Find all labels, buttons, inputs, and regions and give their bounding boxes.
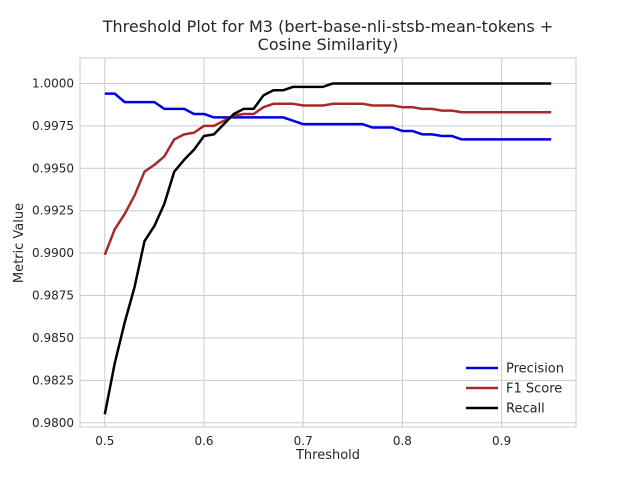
- y-tick-label: 0.9875: [32, 289, 74, 303]
- series-line-precision: [104, 92, 552, 141]
- y-tick-label: 1.0000: [32, 76, 74, 90]
- series-line-f1-score: [103, 102, 552, 256]
- series-lines: [103, 82, 552, 415]
- chart-title-line-2: Cosine Similarity): [258, 35, 399, 54]
- x-tick-label: 0.6: [194, 434, 213, 448]
- legend-label-f1-score: F1 Score: [506, 382, 562, 397]
- grid-lines: [80, 58, 576, 427]
- y-tick-label: 0.9925: [32, 204, 74, 218]
- plot-area: [79, 57, 577, 428]
- y-tick-label: 0.9850: [32, 331, 74, 345]
- legend-label-recall: Recall: [506, 402, 545, 417]
- x-axis-label: Threshold: [295, 448, 360, 463]
- y-tick-label: 0.9800: [32, 416, 74, 430]
- y-tick-labels: 0.9800 0.9825 0.9850 0.9875 0.9900 0.9925 0.99…: [32, 76, 74, 429]
- y-axis-label: Metric Value: [12, 203, 27, 283]
- y-tick-label: 0.9825: [32, 373, 74, 387]
- chart-title: Threshold Plot for M3 (bert-base-nli-sts…: [102, 17, 554, 36]
- legend-label-precision: Precision: [506, 362, 564, 377]
- y-tick-label: 0.9900: [32, 246, 74, 260]
- x-tick-label: 0.8: [393, 434, 412, 448]
- x-tick-label: 0.9: [492, 434, 511, 448]
- y-tick-label: 0.9950: [32, 161, 74, 175]
- y-tick-label: 0.9975: [32, 119, 74, 133]
- legend: Precision F1 Score Recall: [466, 362, 564, 417]
- series-line-recall: [103, 82, 552, 415]
- x-tick-labels: 0.5 0.6 0.7 0.8 0.9: [95, 434, 511, 448]
- x-tick-label: 0.7: [294, 434, 313, 448]
- x-tick-label: 0.5: [95, 434, 114, 448]
